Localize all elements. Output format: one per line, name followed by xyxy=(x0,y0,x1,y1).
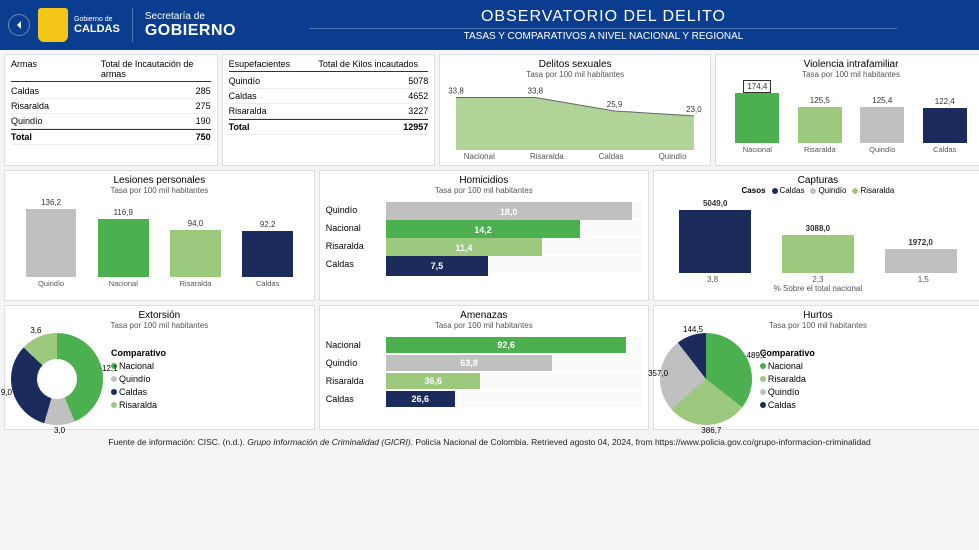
hurtos-chart: Hurtos Tasa por 100 mil habitantes 489,2… xyxy=(653,305,979,430)
chart-sub: Tasa por 100 mil habitantes xyxy=(446,70,704,79)
table-row: Quindío5078 xyxy=(229,74,429,89)
col-header: Esupefacientes xyxy=(229,59,319,69)
bar: Risaralda11,4 xyxy=(326,238,642,254)
chart-title: Capturas xyxy=(660,175,976,186)
logo-region: CALDAS xyxy=(74,23,120,35)
bar: 116,9Nacional xyxy=(87,208,159,288)
total-label: Total xyxy=(229,122,319,132)
bar: 122,4Caldas xyxy=(914,97,976,154)
table-row: Risaralda3227 xyxy=(229,104,429,119)
x-axis-label: % Sobre el total nacional xyxy=(660,284,976,293)
page-subtitle: TASAS Y COMPARATIVOS A NIVEL NACIONAL Y … xyxy=(309,28,897,42)
col-header: Total de Incautación de armas xyxy=(101,59,211,79)
armas-table: ArmasTotal de Incautación de armas Calda… xyxy=(4,54,218,166)
chart-title: Lesiones personales xyxy=(11,175,308,186)
back-button[interactable] xyxy=(8,14,30,36)
chart-sub: Tasa por 100 mil habitantes xyxy=(11,321,308,330)
table-row: Quindío190 xyxy=(11,114,211,129)
homicidios-chart: Homicidios Tasa por 100 mil habitantes Q… xyxy=(319,170,649,301)
chevron-left-icon xyxy=(14,20,24,30)
svg-text:23,0: 23,0 xyxy=(686,105,702,114)
col-header: Total de Kilos incautados xyxy=(318,59,428,69)
total-value: 750 xyxy=(101,132,211,142)
bar: Quindío18,0 xyxy=(326,202,642,218)
header: Gobierno de CALDAS Secretaría de GOBIERN… xyxy=(0,0,979,50)
secretaria-block: Secretaría de GOBIERNO xyxy=(145,11,236,40)
lesiones-chart: Lesiones personales Tasa por 100 mil hab… xyxy=(4,170,315,301)
table-row: Caldas285 xyxy=(11,84,211,99)
svg-text:25,9: 25,9 xyxy=(607,100,623,109)
bar: 94,0Risaralda xyxy=(159,219,231,288)
violencia-chart: Violencia intrafamiliar Tasa por 100 mil… xyxy=(715,54,979,166)
bar: 125,5Risaralda xyxy=(789,96,851,154)
bar: 174,4Nacional xyxy=(726,82,788,154)
shield-icon xyxy=(38,8,68,42)
extorsion-chart: Extorsión Tasa por 100 mil habitantes 12… xyxy=(4,305,315,430)
estup-table: EsupefacientesTotal de Kilos incautados … xyxy=(222,54,436,166)
chart-title: Delitos sexuales xyxy=(446,59,704,70)
chart-sub: Tasa por 100 mil habitantes xyxy=(722,70,979,79)
bar: Quindío63,8 xyxy=(326,355,642,371)
amenazas-chart: Amenazas Tasa por 100 mil habitantes Nac… xyxy=(319,305,649,430)
chart-title: Amenazas xyxy=(326,310,642,321)
bar: 125,4Quindío xyxy=(851,96,913,154)
svg-text:33,8: 33,8 xyxy=(528,87,544,96)
bar: Nacional14,2 xyxy=(326,220,642,236)
bar: 1972,0 xyxy=(869,238,972,274)
total-value: 12957 xyxy=(318,122,428,132)
capturas-chart: Capturas CasosCaldasQuindíoRisaralda 504… xyxy=(653,170,979,301)
chart-title: Extorsión xyxy=(11,310,308,321)
bar: 136,2Quindío xyxy=(15,198,87,288)
delitos-sexuales-chart: Delitos sexuales Tasa por 100 mil habita… xyxy=(439,54,711,166)
bar: Risaralda36,6 xyxy=(326,373,642,389)
chart-sub: Tasa por 100 mil habitantes xyxy=(11,186,308,195)
sec-big: GOBIERNO xyxy=(145,22,236,40)
chart-title: Violencia intrafamiliar xyxy=(722,59,979,70)
bar: Caldas26,6 xyxy=(326,391,642,407)
chart-sub: Tasa por 100 mil habitantes xyxy=(326,186,642,195)
table-row: Caldas4652 xyxy=(229,89,429,104)
svg-text:33,8: 33,8 xyxy=(448,87,464,96)
bar: Nacional92,6 xyxy=(326,337,642,353)
page-title: OBSERVATORIO DEL DELITO xyxy=(481,8,726,26)
chart-title: Homicidios xyxy=(326,175,642,186)
logo-block: Gobierno de CALDAS xyxy=(38,8,133,42)
chart-sub: Tasa por 100 mil habitantes xyxy=(660,321,976,330)
chart-sub: Tasa por 100 mil habitantes xyxy=(326,321,642,330)
bar: 92,2Caldas xyxy=(232,220,304,288)
footer-source: Fuente de información: CISC. (n.d.). Gru… xyxy=(0,434,979,450)
bar: 3088,0 xyxy=(767,224,870,274)
total-label: Total xyxy=(11,132,101,142)
chart-title: Hurtos xyxy=(660,310,976,321)
col-header: Armas xyxy=(11,59,101,79)
bar: Caldas7,5 xyxy=(326,256,642,272)
table-row: Risaralda275 xyxy=(11,99,211,114)
logo-gov: Gobierno de xyxy=(74,16,120,23)
bar: 5049,0 xyxy=(664,199,767,273)
sec-small: Secretaría de xyxy=(145,11,236,22)
